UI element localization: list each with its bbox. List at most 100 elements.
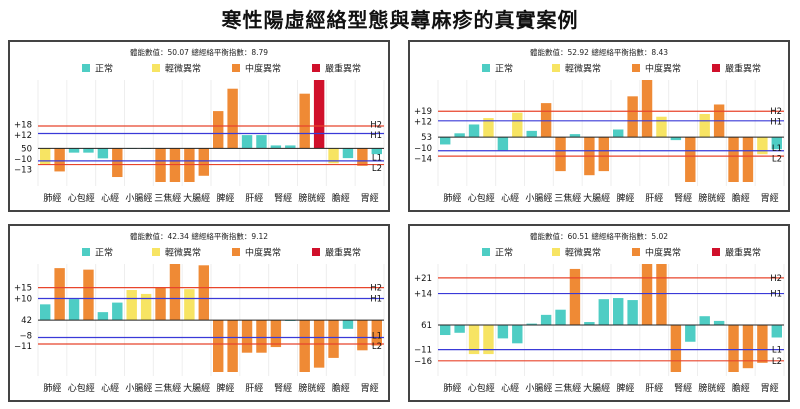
threshold-name: L1: [772, 144, 782, 154]
chart-subtitle: 體能數值：50.07 總經絡平衡指數：8.79: [130, 47, 268, 57]
category-label: 脾經: [616, 382, 634, 394]
chart-svg: 體能數值：52.92 總經絡平衡指數：8.43 正常 輕微異常 中度異常 嚴重異常 +19…: [414, 47, 785, 204]
bar-小腸經-right: [540, 103, 552, 138]
legend-swatch: [232, 64, 240, 72]
category-label: 膽經: [732, 382, 750, 394]
bar-膽經-right: [742, 324, 754, 369]
category-label: 膀胱經: [298, 382, 325, 394]
bar-膀胱經-left: [299, 320, 310, 372]
threshold-tick-label: +19: [414, 107, 432, 117]
category-label: 小腸經: [525, 192, 552, 204]
bar-膽經-right: [342, 320, 354, 329]
category-label: 腎經: [274, 192, 292, 204]
bar-心經-right: [112, 148, 123, 178]
baseline-label: 53: [421, 133, 432, 143]
bar-三焦經-left: [555, 309, 566, 325]
category-label: 心經: [501, 382, 519, 394]
category-label: 心包經: [468, 382, 495, 394]
bar-膀胱經-right: [313, 80, 325, 149]
category-label: 膽經: [332, 192, 350, 204]
bar-心經-left: [97, 148, 109, 159]
legend-label: 中度異常: [245, 63, 281, 75]
category-label: 三焦經: [554, 382, 581, 394]
category-label: 肺經: [43, 192, 61, 204]
bar-三焦經-left: [155, 148, 166, 182]
bar-肺經-left: [40, 304, 51, 321]
legend-swatch: [552, 248, 560, 256]
bar-三焦經-left: [555, 137, 566, 172]
bar-脾經-right: [227, 88, 238, 149]
bar-肝經-left: [241, 135, 253, 149]
threshold-tick-label: +21: [414, 274, 432, 284]
threshold-tick-label: +14: [414, 290, 432, 300]
bar-膀胱經-left: [699, 114, 710, 138]
bar-腎經-right: [685, 137, 696, 182]
bar-脾經-left: [613, 129, 624, 138]
bar-大腸經-right: [598, 299, 609, 325]
category-label: 小腸經: [525, 382, 552, 394]
bar-腎經-left: [670, 324, 682, 372]
bar-大腸經-right: [598, 137, 609, 172]
bar-肺經-left: [440, 137, 451, 145]
category-label: 小腸經: [125, 192, 152, 204]
chart-svg: 體能數值：42.34 總經絡平衡指數：9.12 正常 輕微異常 中度異常 嚴重異常 +15…: [14, 231, 385, 394]
category-label: 膀胱經: [298, 192, 325, 204]
category-label: 胃經: [361, 382, 379, 394]
legend-swatch: [152, 64, 160, 72]
legend-label: 嚴重異常: [325, 247, 361, 259]
bar-胃經-right: [371, 148, 382, 155]
threshold-name: H1: [370, 294, 382, 304]
page-title: 寒性陽虛經絡型態與蕁麻疹的真實案例: [221, 8, 579, 32]
bar-腎經-right: [285, 145, 296, 149]
bar-心包經-right: [83, 148, 94, 153]
category-label: 膽經: [332, 382, 350, 394]
threshold-tick-label: −10: [14, 155, 32, 165]
category-label: 腎經: [674, 192, 692, 204]
category-label: 肝經: [245, 382, 263, 394]
bar-心包經-right: [83, 269, 94, 321]
category-label: 大腸經: [183, 382, 210, 394]
chart-panel-2: 體能數值：52.92 總經絡平衡指數：8.43 正常 輕微異常 中度異常 嚴重異常 +19…: [408, 40, 790, 212]
bar-脾經-left: [213, 111, 224, 149]
category-label: 胃經: [761, 382, 779, 394]
bar-三焦經-right: [569, 134, 581, 138]
legend-label: 中度異常: [245, 247, 281, 259]
chart-svg: 體能數值：60.51 總經絡平衡指數：5.02 正常 輕微異常 中度異常 嚴重異常 +21…: [414, 231, 785, 394]
threshold-name: H1: [770, 290, 782, 300]
bar-腎經-right: [685, 324, 696, 342]
category-label: 心包經: [468, 192, 495, 204]
category-label: 胃經: [361, 192, 379, 204]
bar-心經-left: [497, 324, 509, 339]
category-label: 膀胱經: [698, 192, 725, 204]
bar-脾經-right: [227, 320, 238, 372]
threshold-tick-label: −16: [414, 357, 432, 367]
category-label: 大腸經: [183, 192, 210, 204]
legend-label: 中度異常: [645, 63, 681, 75]
chart-panel-4: 體能數值：60.51 總經絡平衡指數：5.02 正常 輕微異常 中度異常 嚴重異常 +21…: [408, 224, 790, 402]
legend-swatch: [152, 248, 160, 256]
category-label: 心經: [101, 192, 119, 204]
legend-label: 嚴重異常: [325, 63, 361, 75]
threshold-tick-label: −14: [414, 155, 432, 165]
bar-大腸經-right: [198, 148, 209, 176]
legend-swatch: [632, 248, 640, 256]
threshold-name: L2: [372, 342, 382, 352]
chart-subtitle: 體能數值：60.51 總經絡平衡指數：5.02: [530, 231, 668, 241]
category-label: 肺經: [443, 382, 461, 394]
legend-label: 輕微異常: [165, 63, 201, 75]
category-label: 脾經: [216, 382, 234, 394]
chart-subtitle: 體能數值：42.34 總經絡平衡指數：9.12: [130, 231, 268, 241]
legend-label: 輕微異常: [565, 63, 601, 75]
bar-膽經-right: [342, 148, 354, 159]
bar-心經-right: [112, 302, 123, 321]
baseline-label: 50: [21, 144, 32, 154]
legend-swatch: [482, 64, 490, 72]
bar-小腸經-right: [140, 293, 152, 321]
legend-label: 正常: [95, 247, 113, 259]
threshold-name: L1: [372, 153, 382, 163]
threshold-name: H2: [370, 284, 382, 294]
legend-label: 正常: [495, 63, 513, 75]
threshold-name: L2: [372, 164, 382, 174]
bar-肝經-right: [256, 320, 267, 353]
category-label: 三焦經: [554, 192, 581, 204]
